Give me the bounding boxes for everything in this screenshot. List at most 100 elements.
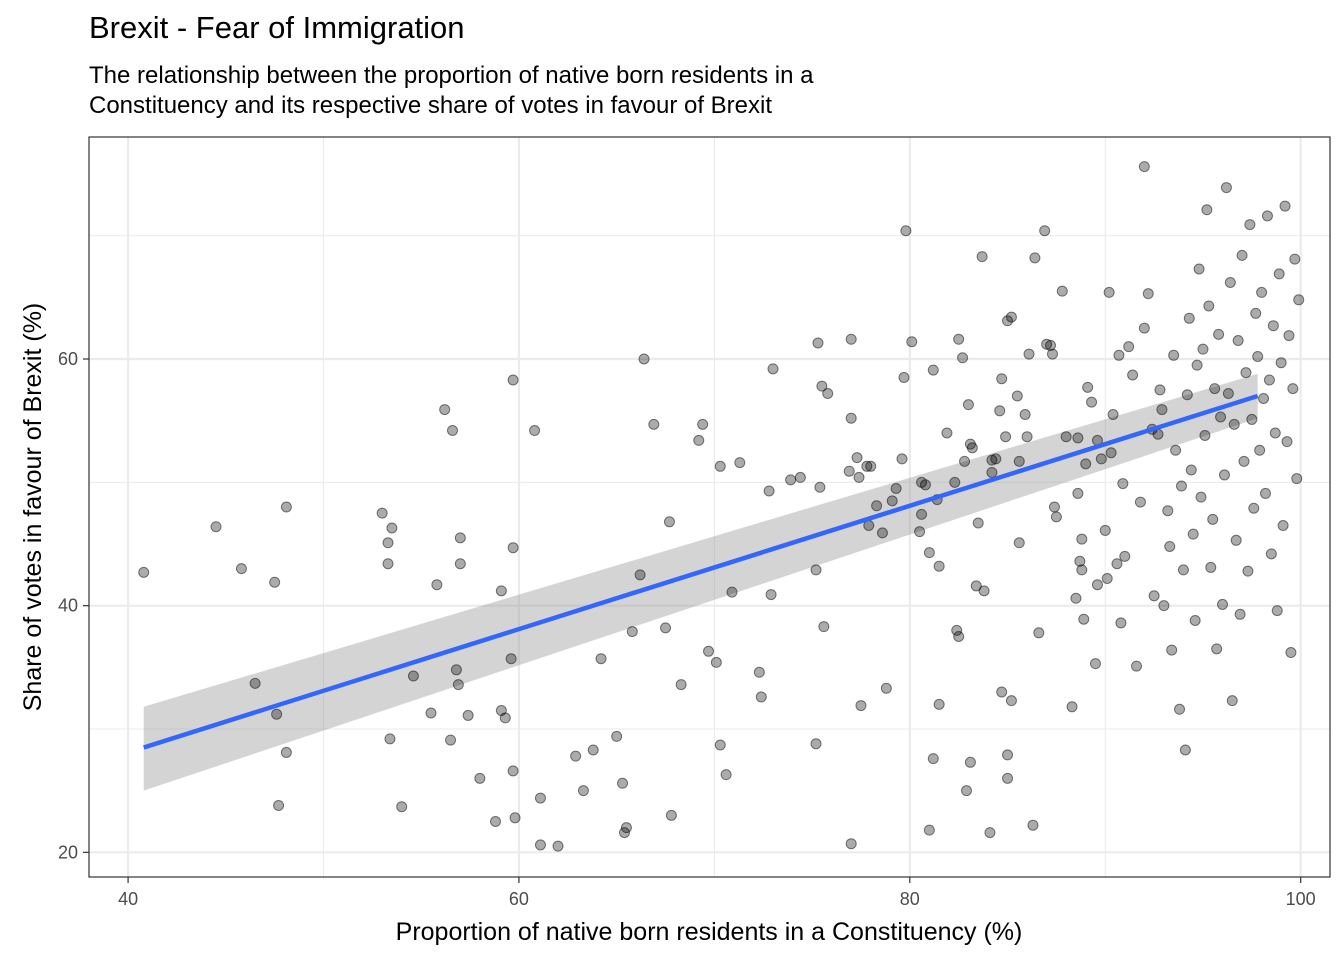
data-point [1060,431,1072,443]
data-point [1134,496,1146,508]
data-point [1220,182,1232,194]
data-point [855,700,867,712]
data-point [495,585,507,597]
data-point [570,750,582,762]
data-point [923,547,935,559]
data-point [1244,219,1256,231]
data-point [1101,573,1113,585]
data-point [933,698,945,710]
data-point [663,516,675,528]
data-point [595,653,607,665]
data-point [1283,330,1295,342]
data-point [273,799,285,811]
data-point [617,777,629,789]
data-point [1213,328,1225,340]
data-point [1267,320,1279,332]
data-point [714,460,726,472]
data-point [1207,513,1219,525]
data-point [845,333,857,345]
data-point [927,364,939,376]
data-point [822,388,834,400]
data-point [1258,392,1270,404]
data-point [1095,453,1107,465]
data-point [818,621,830,633]
data-point [1222,388,1234,400]
data-point [1000,431,1012,443]
regression-line [143,393,1259,750]
y-axis-title: Share of votes in favour of Brexit (%) [19,303,47,712]
data-point [439,404,451,416]
data-point [1072,432,1084,444]
x-tick-label: 40 [118,889,138,909]
data-point [978,585,990,597]
data-point [957,352,969,364]
data-point [1027,819,1039,831]
x-tick-label: 80 [900,889,920,909]
panel-border [88,136,1331,878]
chart-subtitle: The relationship between the proportion … [89,61,1089,121]
data-point [1142,288,1154,300]
data-point [1246,413,1258,425]
y-tick-label: 20 [58,842,78,862]
data-point [425,707,437,719]
data-point [454,532,466,544]
data-point [1179,744,1191,756]
data-point [271,708,283,720]
data-point [1115,617,1127,629]
data-point [861,460,873,472]
data-point [990,453,1002,465]
data-point [1138,322,1150,334]
panel-border-layer [88,136,1331,878]
data-point [620,822,632,834]
data-point [1070,592,1082,604]
data-point [710,656,722,668]
data-point [996,373,1008,385]
data-point [767,363,779,375]
data-point [499,712,511,724]
data-point [1164,540,1176,552]
data-point [1056,285,1068,297]
data-point [1273,268,1285,280]
data-point [1248,502,1260,514]
data-point [1199,429,1211,441]
data-point [693,434,705,446]
data-point [1045,339,1057,351]
data-point [490,816,502,827]
data-point [1287,383,1299,395]
data-point [626,626,638,638]
data-point [1203,300,1215,312]
data-point [755,691,767,703]
x-tick-label: 100 [1286,889,1316,909]
data-point [431,579,443,591]
data-point [1261,210,1273,222]
data-point [534,792,546,804]
data-point [1185,464,1197,476]
data-point [898,372,910,383]
x-axis-title: Proportion of native born residents in a… [396,918,1023,946]
data-point [634,569,646,581]
data-point [810,564,822,576]
data-point [1074,555,1086,567]
data-point [949,476,961,488]
data-point [1252,351,1264,363]
data-point [1131,660,1143,672]
data-point [1289,253,1301,265]
data-point [1082,381,1094,393]
x-tick-label: 60 [509,889,529,909]
data-point [1240,367,1252,379]
data-point [697,418,709,430]
data-point [1154,384,1166,396]
data-point [845,838,857,850]
data-point [876,527,888,539]
data-point [1080,458,1092,470]
data-point [1277,520,1289,531]
data-point [927,753,939,765]
data-point [953,631,965,642]
data-point [734,457,746,469]
data-point [509,812,521,824]
data-point [280,746,292,758]
data-point [396,801,408,813]
data-point [1021,431,1033,443]
data-point [1242,565,1254,577]
data-point [1263,374,1275,386]
